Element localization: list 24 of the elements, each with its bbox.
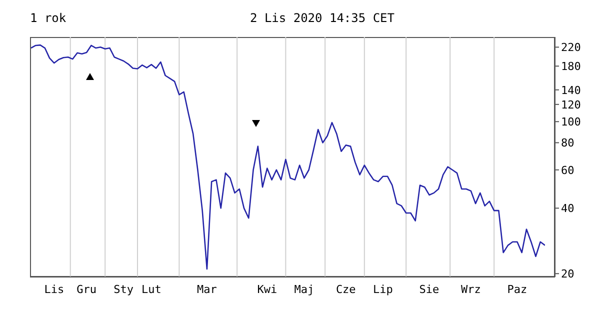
y-tick-label: 120 bbox=[561, 98, 581, 112]
x-tick-label: Maj bbox=[294, 282, 314, 296]
x-tick-label: Lut bbox=[141, 282, 162, 296]
x-tick-label: Lis bbox=[44, 282, 64, 296]
line-series bbox=[31, 44, 545, 270]
x-tick-label: Lip bbox=[372, 282, 393, 296]
x-tick-label: Mar bbox=[197, 282, 218, 296]
x-tick-label: Cze bbox=[336, 282, 356, 296]
y-tick-label: 20 bbox=[561, 268, 574, 281]
x-tick-label: Kwi bbox=[257, 282, 278, 296]
y-tick-label: 80 bbox=[561, 136, 574, 150]
x-tick-label: Sty bbox=[114, 282, 134, 296]
y-tick-label: 60 bbox=[561, 164, 574, 177]
x-tick-label: Paz bbox=[507, 282, 528, 296]
y-tick-label: 100 bbox=[561, 116, 581, 129]
y-tick-label: 220 bbox=[561, 41, 581, 54]
y-tick-label: 40 bbox=[561, 202, 574, 216]
y-tick-label: 140 bbox=[561, 84, 581, 97]
x-tick-label: Gru bbox=[76, 282, 97, 296]
chart-subtitle: 2 Lis 2020 14:35 CET bbox=[250, 11, 394, 25]
chart-title: 1 rok bbox=[30, 11, 66, 25]
x-tick-label: Wrz bbox=[460, 282, 481, 296]
y-tick-label: 180 bbox=[561, 60, 581, 74]
x-tick-label: Sie bbox=[419, 282, 440, 296]
